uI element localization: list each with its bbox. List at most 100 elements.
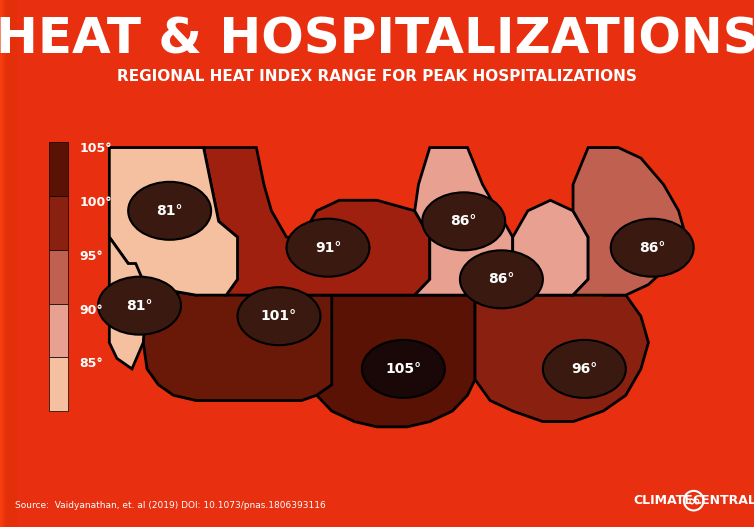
Bar [5, 0, 13, 527]
Circle shape [460, 250, 543, 308]
Text: HEAT & HOSPITALIZATIONS: HEAT & HOSPITALIZATIONS [0, 15, 754, 64]
Bar [5, 0, 12, 527]
Bar [2, 0, 9, 527]
Bar [8, 0, 15, 527]
Text: 81°: 81° [126, 299, 153, 313]
Polygon shape [475, 279, 648, 422]
Text: 100°: 100° [79, 196, 112, 209]
Bar [1, 0, 8, 527]
Bar [2, 0, 9, 527]
Bar [3, 0, 11, 527]
Bar [5, 0, 13, 527]
Text: 105°: 105° [385, 362, 421, 376]
Bar [3, 0, 11, 527]
Bar [2, 0, 8, 527]
FancyBboxPatch shape [49, 142, 68, 196]
Bar [2, 0, 9, 527]
Bar [8, 0, 15, 527]
Bar [5, 0, 12, 527]
Bar [4, 0, 11, 527]
Text: Source:  Vaidyanathan, et. al (2019) DOI: 10.1073/pnas.1806393116: Source: Vaidyanathan, et. al (2019) DOI:… [15, 501, 326, 511]
Bar [7, 0, 14, 527]
Bar [2, 0, 9, 527]
Bar [1, 0, 8, 527]
Bar [0, 0, 8, 527]
Bar [7, 0, 14, 527]
Bar [3, 0, 11, 527]
Bar [0, 0, 8, 527]
Bar [6, 0, 14, 527]
Text: 86°: 86° [639, 241, 665, 255]
Bar [3, 0, 11, 527]
Bar [5, 0, 13, 527]
Bar [6, 0, 14, 527]
Polygon shape [415, 148, 513, 295]
Circle shape [238, 287, 320, 345]
Bar [2, 0, 10, 527]
Bar [6, 0, 14, 527]
Bar [1, 0, 8, 527]
Text: ∞: ∞ [688, 493, 700, 508]
Bar [5, 0, 12, 527]
Bar [6, 0, 14, 527]
Bar [0, 0, 8, 527]
Bar [7, 0, 14, 527]
Circle shape [422, 192, 505, 250]
Bar [2, 0, 10, 527]
Bar [1, 0, 8, 527]
FancyBboxPatch shape [49, 304, 68, 357]
Bar [4, 0, 11, 527]
Text: CENTRAL: CENTRAL [692, 494, 754, 507]
Bar [6, 0, 14, 527]
Bar [2, 0, 10, 527]
Bar [3, 0, 11, 527]
Bar [2, 0, 10, 527]
Polygon shape [136, 221, 332, 401]
Bar [2, 0, 10, 527]
Bar [8, 0, 15, 527]
Bar [7, 0, 14, 527]
Bar [3, 0, 11, 527]
Polygon shape [498, 200, 588, 295]
Bar [8, 0, 14, 527]
Bar [2, 0, 10, 527]
Bar [3, 0, 11, 527]
Circle shape [611, 219, 694, 277]
Bar [5, 0, 12, 527]
Bar [7, 0, 14, 527]
Text: 105°: 105° [79, 142, 112, 155]
Text: CLIMATE: CLIMATE [633, 494, 694, 507]
Bar [5, 0, 12, 527]
Bar [3, 0, 11, 527]
Bar [7, 0, 14, 527]
Bar [2, 0, 9, 527]
Bar [1, 0, 8, 527]
Bar [5, 0, 13, 527]
Bar [6, 0, 14, 527]
Bar [5, 0, 13, 527]
Bar [0, 0, 8, 527]
Text: 96°: 96° [572, 362, 597, 376]
Circle shape [128, 182, 211, 240]
Polygon shape [204, 148, 430, 295]
Bar [0, 0, 8, 527]
Bar [7, 0, 14, 527]
Bar [4, 0, 11, 527]
Bar [7, 0, 14, 527]
Text: 91°: 91° [315, 241, 341, 255]
Bar [2, 0, 9, 527]
Bar [2, 0, 9, 527]
Bar [5, 0, 13, 527]
Bar [2, 0, 10, 527]
Bar [5, 0, 12, 527]
Bar [1, 0, 8, 527]
Circle shape [362, 340, 445, 398]
Text: 86°: 86° [451, 214, 477, 228]
Bar [2, 0, 9, 527]
Polygon shape [109, 237, 147, 369]
Bar [4, 0, 11, 527]
Bar [4, 0, 11, 527]
Bar [6, 0, 14, 527]
Polygon shape [573, 148, 686, 295]
Bar [6, 0, 14, 527]
